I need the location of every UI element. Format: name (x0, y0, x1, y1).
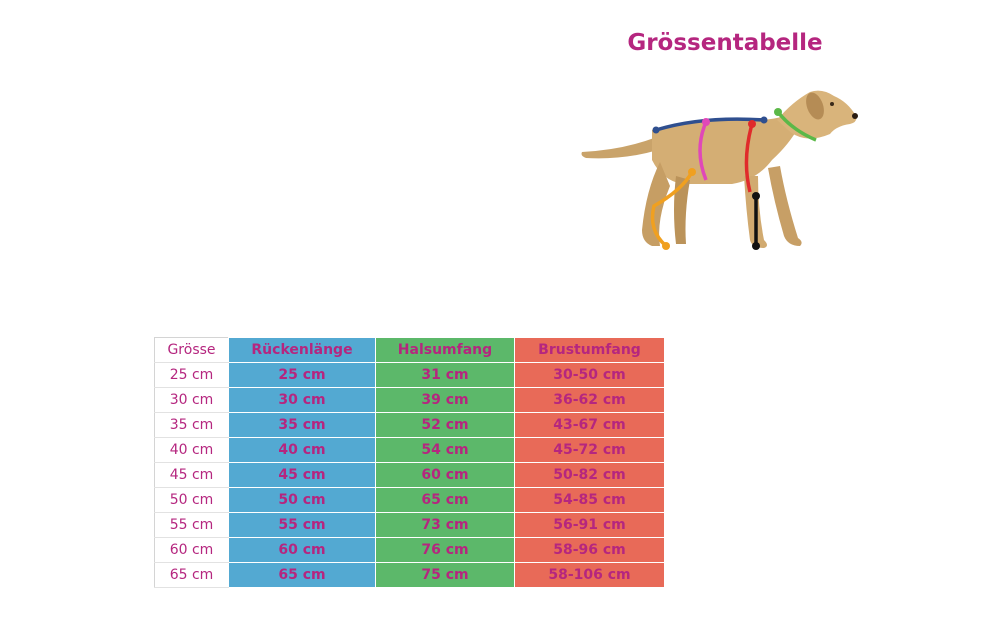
neck-cell: 31 cm (375, 362, 515, 388)
header-neck: Halsumfang (375, 337, 515, 363)
size-cell: 65 cm (154, 562, 229, 588)
neck-cell: 60 cm (375, 462, 515, 488)
chest-cell: 45-72 cm (514, 437, 665, 463)
table-row: 60 cm 60 cm 76 cm 58-96 cm (154, 537, 665, 563)
chest-cell: 56-91 cm (514, 512, 665, 538)
dog-tail (581, 138, 658, 159)
chest-line (744, 123, 754, 193)
chest-cell: 58-106 cm (514, 562, 665, 588)
neck-cell: 76 cm (375, 537, 515, 563)
dog-hind-leg-far (674, 176, 690, 244)
neck-cell: 65 cm (375, 487, 515, 513)
table-row: 50 cm 50 cm 65 cm 54-85 cm (154, 487, 665, 513)
header-chest: Brustumfang (514, 337, 665, 363)
size-cell: 55 cm (154, 512, 229, 538)
size-cell: 30 cm (154, 387, 229, 413)
page-title: Grössentabelle (627, 30, 823, 56)
neck-cell: 52 cm (375, 412, 515, 438)
back-length-cell: 55 cm (228, 512, 376, 538)
chest-cell: 58-96 cm (514, 537, 665, 563)
back-length-cell: 25 cm (228, 362, 376, 388)
table-row: 35 cm 35 cm 52 cm 43-67 cm (154, 412, 665, 438)
back-length-cell: 50 cm (228, 487, 376, 513)
back-length-cell: 65 cm (228, 562, 376, 588)
girth-line (698, 121, 708, 181)
dog-measurement-illustration (581, 90, 858, 250)
chest-cell: 54-85 cm (514, 487, 665, 513)
table-row: 45 cm 45 cm 60 cm 50-82 cm (154, 462, 665, 488)
neck-cell: 75 cm (375, 562, 515, 588)
table-row: 25 cm 25 cm 31 cm 30-50 cm (154, 362, 665, 388)
dog-nose (852, 113, 858, 119)
dog-front-leg-far (768, 166, 802, 246)
chest-cell: 43-67 cm (514, 412, 665, 438)
table-row: 30 cm 30 cm 39 cm 36-62 cm (154, 387, 665, 413)
leg-line (650, 171, 694, 248)
chest-cell: 50-82 cm (514, 462, 665, 488)
size-cell: 60 cm (154, 537, 229, 563)
size-cell: 40 cm (154, 437, 229, 463)
back-length-cell: 40 cm (228, 437, 376, 463)
dog-eye (830, 102, 834, 106)
back-length-cell: 35 cm (228, 412, 376, 438)
neck-cell: 73 cm (375, 512, 515, 538)
neck-cell: 54 cm (375, 437, 515, 463)
size-table: Grösse Rückenlänge Halsumfang Brustumfan… (154, 337, 665, 588)
back-length-cell: 60 cm (228, 537, 376, 563)
table-row: 65 cm 65 cm 75 cm 58-106 cm (154, 562, 665, 588)
table-row: 40 cm 40 cm 54 cm 45-72 cm (154, 437, 665, 463)
back-length-cell: 30 cm (228, 387, 376, 413)
neck-cell: 39 cm (375, 387, 515, 413)
table-row: 55 cm 55 cm 73 cm 56-91 cm (154, 512, 665, 538)
back-length-cell: 45 cm (228, 462, 376, 488)
size-cell: 45 cm (154, 462, 229, 488)
header-back-length: Rückenlänge (228, 337, 376, 363)
table-header-row: Grösse Rückenlänge Halsumfang Brustumfan… (154, 337, 665, 363)
size-cell: 50 cm (154, 487, 229, 513)
chest-cell: 30-50 cm (514, 362, 665, 388)
size-cell: 25 cm (154, 362, 229, 388)
dog-body (652, 110, 804, 184)
header-size: Grösse (154, 337, 229, 363)
chest-cell: 36-62 cm (514, 387, 665, 413)
dog-ear (806, 92, 824, 120)
size-cell: 35 cm (154, 412, 229, 438)
